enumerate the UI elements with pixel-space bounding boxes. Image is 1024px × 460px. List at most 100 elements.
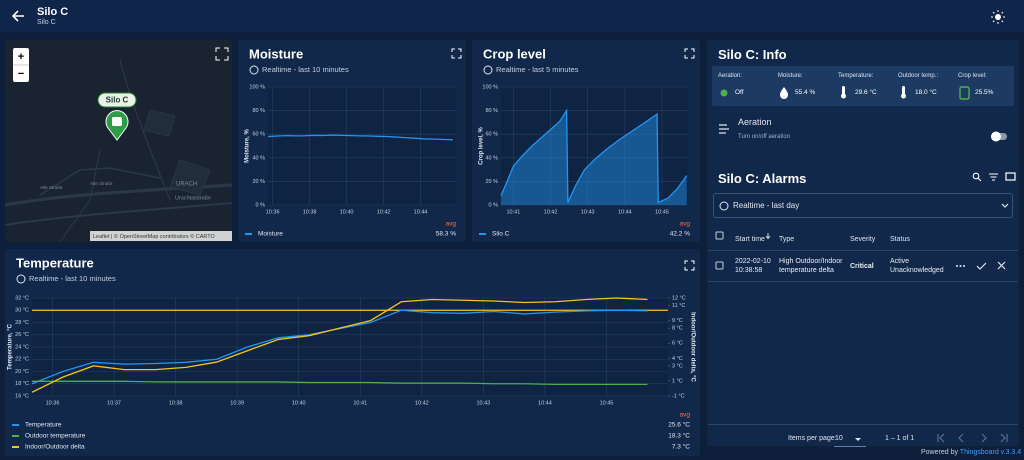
x-tick-label: 10:44: [414, 209, 428, 215]
control-subtitle: Turn on/off aeration: [738, 134, 791, 140]
attribution-box: [90, 231, 232, 241]
marker-icon: [112, 117, 122, 126]
page-subtitle: Silo C: [37, 19, 56, 26]
period-select[interactable]: [713, 193, 1013, 218]
filter-icon[interactable]: [989, 173, 998, 181]
checkbox[interactable]: [715, 231, 724, 240]
row-divider: [708, 281, 1018, 282]
marker-label-box: [97, 92, 137, 108]
zoom-out[interactable]: −: [18, 68, 24, 80]
info-value: 18.0 °C: [915, 89, 937, 96]
page-title: Silo C: [37, 6, 69, 18]
dropdown-arrow[interactable]: [1001, 203, 1009, 208]
x-tick-label: 10:41: [507, 209, 521, 215]
info-label: Temperature:: [838, 73, 874, 79]
back-icon[interactable]: [11, 10, 24, 22]
zoom-in[interactable]: +: [18, 51, 24, 63]
y2-tick-label: 1 °C: [672, 378, 683, 384]
ack-icon[interactable]: [976, 262, 987, 270]
x-tick-label: 10:42: [415, 400, 429, 406]
pager-icons[interactable]: [937, 433, 1008, 443]
x-tick-label: 10:44: [618, 209, 632, 215]
checkbox[interactable]: [715, 261, 724, 270]
temperature-icon: [842, 86, 845, 95]
info-value: Off: [735, 89, 744, 96]
info-label: Crop level:: [958, 73, 987, 79]
theme-rays: [991, 10, 1005, 24]
legend-label: Silo C: [492, 231, 510, 238]
alarms-title: Silo C: Alarms: [718, 171, 807, 186]
x-tick-label: 10:41: [353, 400, 367, 406]
more-icon[interactable]: [956, 265, 965, 267]
clock-icon: [16, 274, 26, 284]
y2-tick-label: 11 °C: [672, 303, 685, 309]
info-label: Outdoor temp.:: [898, 73, 939, 79]
column-header[interactable]: Status: [890, 236, 910, 243]
y-axis-label: Moisture, %: [245, 129, 251, 163]
line: [500, 108, 688, 204]
widget-title: Temperature: [16, 255, 94, 270]
column-header[interactable]: Start time: [735, 236, 765, 243]
page-size-label: Items per page:: [788, 435, 837, 442]
footer-link[interactable]: Thingsboard v.3.3.4: [959, 449, 1022, 456]
x-tick-label: 10:40: [292, 400, 306, 406]
y-tick-label: 28 °C: [15, 320, 29, 326]
toggle-knob[interactable]: [991, 131, 1001, 142]
alarms-card: [707, 150, 1019, 446]
x-tick-label: 10:44: [538, 400, 552, 406]
search-icon[interactable]: [972, 172, 980, 180]
page-size[interactable]: 10: [835, 435, 843, 442]
info-value: 29.6 °C: [855, 89, 877, 96]
map-label: URACH: [176, 182, 197, 188]
top-bar: [0, 0, 1024, 32]
aeration-icon: [719, 124, 729, 134]
x-tick-label: 10:45: [655, 209, 669, 215]
y2-tick-label: -1 °C: [672, 393, 685, 399]
map-label: Urachtalstraße: [175, 195, 211, 201]
column-header[interactable]: Severity: [850, 236, 876, 243]
line: [267, 134, 453, 141]
x-tick-label: 10:39: [230, 400, 244, 406]
legend-header: avg: [680, 221, 691, 228]
y-tick-label: 18 °C: [15, 381, 29, 387]
theme-icon[interactable]: [995, 14, 1001, 20]
info-value: 55.4 %: [795, 89, 816, 96]
y-tick-label: 32 °C: [15, 295, 29, 301]
clock-icon: [719, 201, 729, 211]
legend-label: Outdoor temperature: [25, 433, 86, 440]
widget-title: Crop level: [483, 46, 546, 61]
y-tick-label: 20 °C: [15, 369, 29, 375]
sort-arrow[interactable]: [765, 233, 771, 240]
x-tick-label: 10:45: [600, 400, 614, 406]
size-arrow[interactable]: [855, 438, 861, 441]
y-axis-label: Temperature, °C: [8, 323, 14, 370]
x-tick-label: 10:42: [544, 209, 558, 215]
footer-text: Powered by: [921, 449, 958, 456]
table-divider: [708, 250, 1018, 251]
clear-icon[interactable]: [997, 261, 1006, 270]
y2-tick-label: 12 °C: [672, 295, 686, 301]
y2-axis-label: Indoor/Outdoor delta, °C: [689, 312, 695, 382]
y-tick-label: 100 %: [482, 84, 498, 90]
outdoor-icon-bulb: [901, 93, 906, 99]
footer: Powered by Thingsboard v.3.3.4: [921, 449, 1021, 456]
footer-divider: [708, 424, 1018, 425]
severity: Critical: [850, 263, 874, 270]
info-title: Silo C: Info: [718, 47, 787, 62]
y-tick-label: 80 %: [252, 108, 265, 114]
x-tick-label: 10:38: [169, 400, 183, 406]
columns-icon[interactable]: [1005, 172, 1016, 181]
fullscreen-icons[interactable]: [215, 47, 695, 271]
column-header[interactable]: Type: [779, 236, 795, 243]
plot-area: [268, 87, 456, 205]
crop-icon: [959, 86, 970, 100]
y-axis-label: Crop level, %: [479, 127, 485, 165]
start-time: 2022-02-10 10:38:58: [735, 258, 771, 274]
status: Active Unacknowledged: [890, 258, 944, 274]
y-tick-label: 16 °C: [15, 393, 29, 399]
line: [31, 297, 648, 393]
y-tick-label: 24 °C: [15, 344, 29, 350]
legend-label: Indoor/Outdoor delta: [25, 444, 85, 451]
